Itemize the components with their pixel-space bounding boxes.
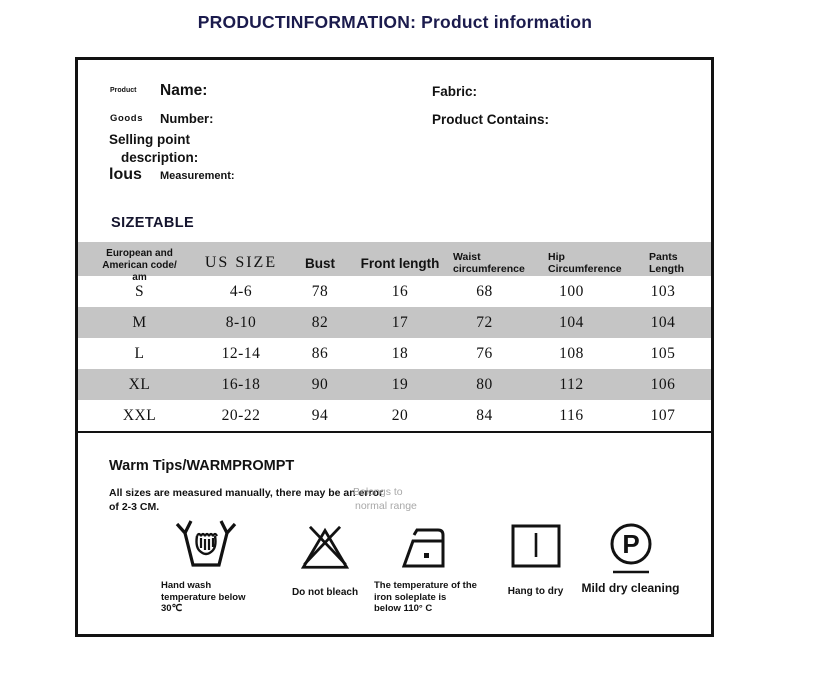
product-label: Product (110, 87, 137, 94)
selling-point-line2: description: (121, 150, 199, 165)
table-row-s: S 4-6 78 16 68 100 103 (134, 282, 676, 300)
care-item-iron: The temperature of the iron soleplate is… (374, 527, 504, 615)
care-label-mild-dry-cleaning: Mild dry cleaning (581, 581, 680, 595)
mild-dry-cleaning-icon: P (606, 522, 656, 576)
care-item-hang-to-dry: Hang to dry (478, 524, 593, 598)
name-label: Name: (160, 82, 208, 99)
care-item-do-not-bleach: Do not bleach (265, 524, 385, 599)
care-label-hang-to-dry: Hang to dry (507, 586, 564, 597)
care-label-do-not-bleach: Do not bleach (291, 587, 359, 598)
iron-low-temperature-icon (402, 527, 504, 569)
header-hip: Hip Circumference (548, 251, 622, 275)
page-title: PRODUCTINFORMATION: Product information (197, 12, 593, 32)
table-row-l: L 12-14 86 18 76 108 105 (134, 344, 676, 362)
header-front-length: Front length (360, 255, 440, 271)
faded-note-line1: Belongs to (353, 486, 403, 498)
warm-tips-heading: Warm Tips/WARMPROMPT (109, 458, 295, 474)
do-not-bleach-icon (296, 524, 354, 571)
hang-to-dry-icon (511, 524, 561, 568)
size-table-header-row: European and American code/ am US SIZE B… (78, 242, 711, 283)
size-table: European and American code/ am US SIZE B… (78, 242, 711, 433)
number-label: Number: (160, 111, 214, 126)
size-table-heading: SIZETABLE (111, 215, 195, 231)
care-label-iron: The temperature of the iron soleplate is… (374, 580, 477, 614)
hand-wash-icon (174, 518, 293, 570)
measurement-label: Measurement: (160, 170, 235, 182)
goods-label: Goods (110, 113, 144, 124)
header-waist: Waist circumference (453, 251, 525, 275)
svg-text:P: P (622, 529, 639, 559)
header-us-size: US SIZE (204, 254, 278, 271)
header-bust: Bust (305, 255, 335, 271)
product-contains-label: Product Contains: (432, 112, 549, 127)
care-item-hand-wash: Hand wash temperature below 30℃ (158, 518, 293, 615)
table-row-xxl: XXL 20-22 94 20 84 116 107 (122, 406, 676, 424)
selling-point-line1: Selling point (109, 132, 190, 147)
care-label-hand-wash: Hand wash temperature below 30℃ (161, 580, 246, 614)
table-row-xl: XL 16-18 90 19 80 112 106 (78, 369, 711, 400)
warm-tips-body: All sizes are measured manually, there m… (109, 487, 384, 513)
faded-note-line2: normal range (355, 500, 417, 512)
header-pants-length: Pants Length (649, 251, 684, 275)
product-info-panel: Product Name: Fabric: Goods Number: Prod… (75, 57, 714, 637)
header-code: European and American code/ am (102, 248, 177, 283)
lous-label: lous (109, 166, 142, 183)
care-item-mild-dry-cleaning: P Mild dry cleaning (563, 522, 698, 594)
table-row-m: M 8-10 82 17 72 104 104 (78, 307, 711, 338)
fabric-label: Fabric: (432, 84, 478, 99)
